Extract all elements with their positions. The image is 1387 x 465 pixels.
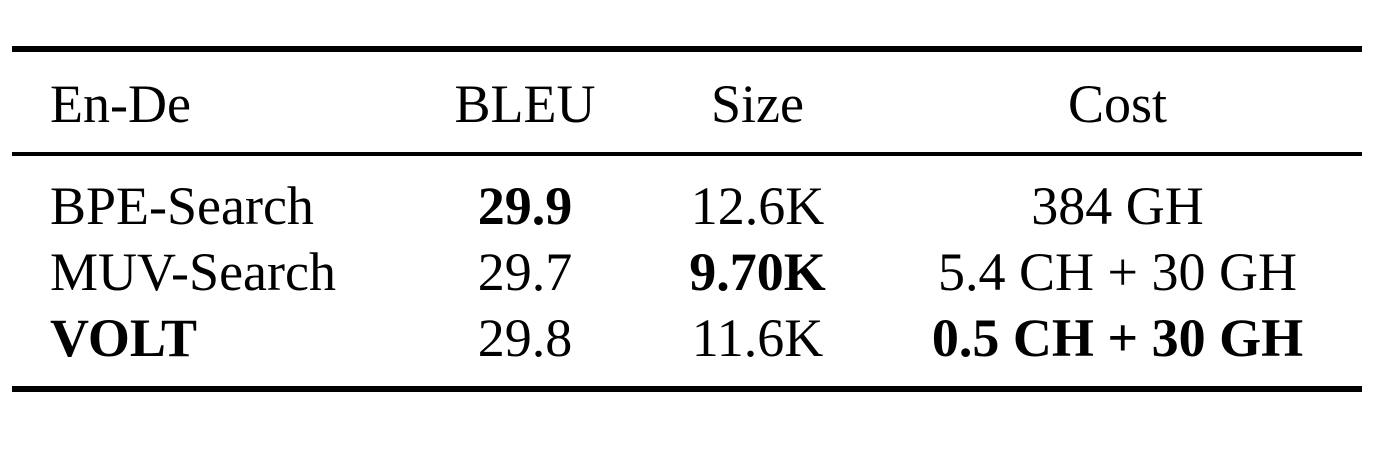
row-cost: 5.4 CH + 30 GH xyxy=(938,242,1297,302)
row-cost: 0.5 CH + 30 GH xyxy=(931,308,1304,368)
row-size: 12.6K xyxy=(690,176,825,236)
row-name: BPE-Search xyxy=(50,176,314,236)
header-size: Size xyxy=(711,74,804,134)
row-name: MUV-Search xyxy=(50,242,336,302)
row-size: 11.6K xyxy=(691,308,824,368)
row-bleu: 29.9 xyxy=(477,176,573,236)
row-name: VOLT xyxy=(50,308,197,368)
table-top-rule xyxy=(12,46,1362,52)
header-en-de: En-De xyxy=(50,74,191,134)
row-cost: 384 GH xyxy=(1031,176,1204,236)
table-bottom-rule xyxy=(12,386,1362,392)
header-cost: Cost xyxy=(1067,74,1168,134)
row-bleu: 29.8 xyxy=(477,308,573,368)
row-size: 9.70K xyxy=(689,242,826,302)
table-header-rule xyxy=(12,152,1362,156)
header-bleu: BLEU xyxy=(454,74,596,134)
row-bleu: 29.7 xyxy=(477,242,573,302)
